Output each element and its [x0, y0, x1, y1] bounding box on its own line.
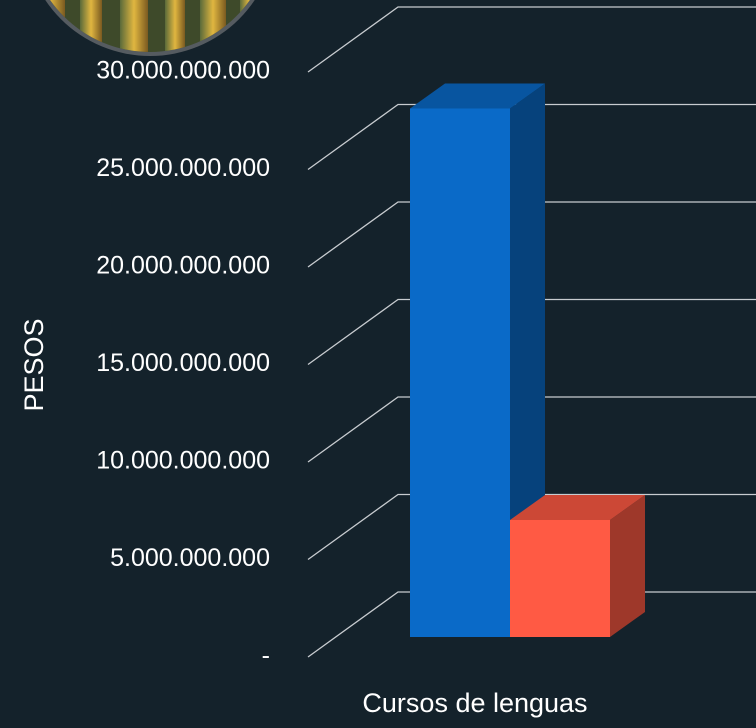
page: {"chart_data": {"type": "bar3d", "y_axis…	[0, 0, 756, 728]
y-tick-label: 5.000.000.000	[110, 544, 270, 572]
y-tick-label: 15.000.000.000	[96, 349, 270, 377]
bar-front	[410, 109, 510, 637]
y-tick-label: 10.000.000.000	[96, 447, 270, 475]
bar-side	[610, 495, 645, 637]
y-tick-label: 30.000.000.000	[96, 57, 270, 85]
y-tick-label: 25.000.000.000	[96, 154, 270, 182]
y-axis-title: PESOS	[19, 318, 49, 411]
bar	[510, 495, 645, 637]
x-tick-label: Cursos de lenguas	[362, 688, 587, 718]
grid-line	[308, 7, 756, 72]
y-tick-label: -	[262, 642, 270, 670]
chart: PESOS Cursos de lenguas - 5.000.000.000 10…	[0, 0, 756, 728]
decorative-photo	[20, 0, 290, 60]
y-tick-label: 20.000.000.000	[96, 252, 270, 280]
bar-front	[510, 520, 610, 637]
